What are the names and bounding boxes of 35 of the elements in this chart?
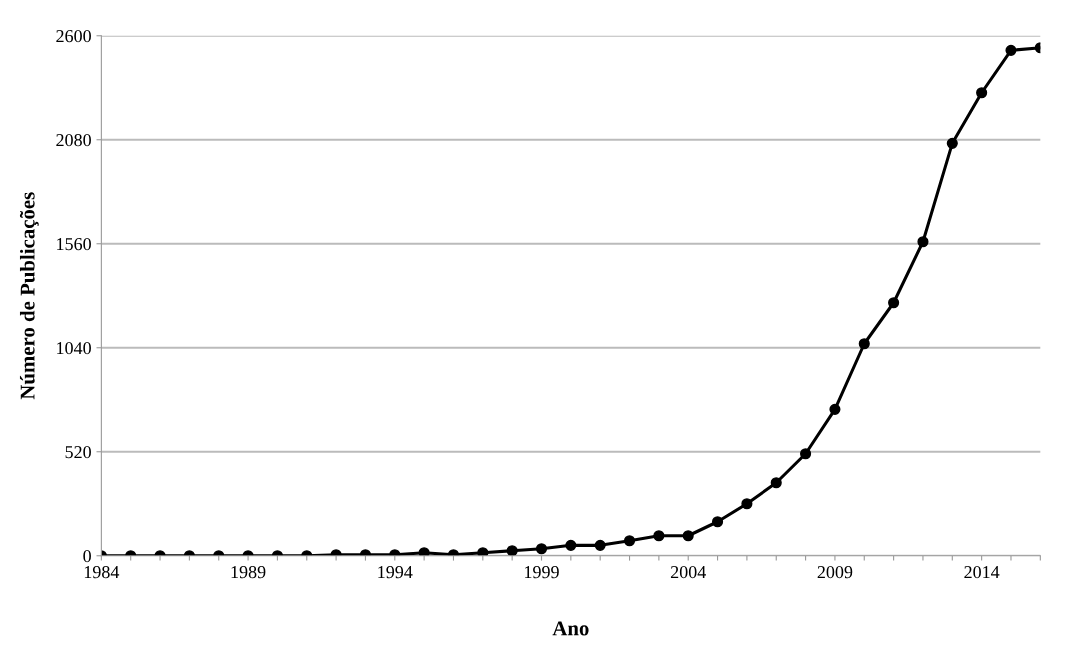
- y-tick-label: 520: [65, 446, 91, 459]
- point: [946, 137, 958, 149]
- point: [623, 535, 636, 547]
- x-tick-label: 2014: [964, 565, 1000, 579]
- point: [535, 543, 548, 555]
- point: [565, 539, 577, 551]
- y-tick-label: 1560: [57, 238, 91, 251]
- point: [800, 448, 812, 460]
- point: [506, 545, 518, 556]
- point: [741, 498, 753, 510]
- point: [976, 87, 988, 99]
- y-tick-label: 2080: [56, 134, 91, 147]
- point: [682, 530, 694, 542]
- point: [1005, 44, 1017, 56]
- point: [594, 539, 606, 551]
- y-axis-title: Número de Publicações: [19, 192, 39, 400]
- point: [917, 236, 929, 248]
- point: [653, 530, 665, 542]
- x-tick-label: 1984: [84, 565, 120, 579]
- point: [770, 477, 782, 489]
- point: [888, 297, 900, 309]
- x-tick-label: 1989: [231, 565, 266, 579]
- point: [477, 547, 489, 556]
- point: [829, 403, 841, 415]
- y-tick-label: 1040: [57, 342, 91, 355]
- x-tick-label: 1999: [525, 566, 559, 579]
- x-tick-label: 2009: [817, 565, 853, 579]
- x-tick-label: 1994: [378, 566, 413, 579]
- point: [418, 547, 430, 556]
- y-tick-label: 2600: [56, 30, 91, 43]
- x-tick-label: 2004: [670, 565, 706, 579]
- y-tick-label: 0: [83, 550, 91, 563]
- x-axis-title: Ano: [552, 621, 589, 636]
- point: [712, 516, 724, 528]
- point: [858, 338, 870, 350]
